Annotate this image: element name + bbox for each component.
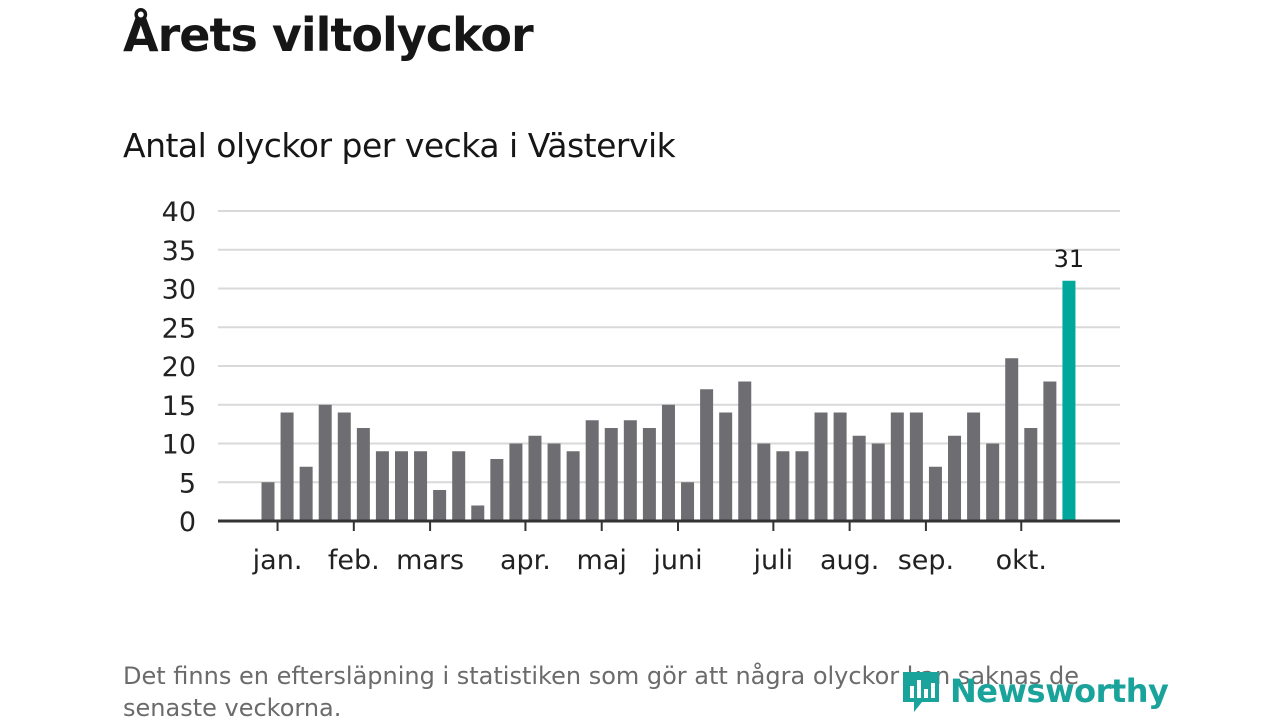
x-tick-label: okt. xyxy=(996,545,1047,576)
bar xyxy=(948,435,962,521)
bar xyxy=(604,428,618,521)
x-tick-label: mars xyxy=(396,545,464,576)
bar xyxy=(547,443,561,521)
bar xyxy=(661,404,675,521)
bar xyxy=(738,381,752,521)
bar-chart: 0 5 10 15 20 25 30 35 40 31 jan. feb. mars apr. maj jun… xyxy=(162,197,1120,576)
bar xyxy=(528,435,542,521)
bar xyxy=(280,412,294,521)
y-tick-label: 35 xyxy=(162,236,196,267)
y-tick-label: 5 xyxy=(179,468,196,499)
bar xyxy=(814,412,828,521)
bar xyxy=(795,451,809,521)
data-label: 31 xyxy=(1054,245,1085,273)
y-tick-label: 40 xyxy=(162,197,196,228)
brand-logo: Newsworthy xyxy=(900,668,1169,714)
y-tick-label: 20 xyxy=(162,352,196,383)
bar xyxy=(1005,358,1019,521)
bar xyxy=(337,412,351,521)
x-tick-label: sep. xyxy=(898,545,954,576)
bar xyxy=(261,482,275,521)
x-tick-label: juni xyxy=(652,545,702,576)
y-tick-label: 10 xyxy=(162,430,196,461)
x-tick-label: maj xyxy=(577,545,627,576)
bar xyxy=(414,451,428,521)
bar xyxy=(509,443,523,521)
bar xyxy=(776,451,790,521)
bar xyxy=(566,451,580,521)
x-tick-label: aug. xyxy=(820,545,879,576)
bar xyxy=(967,412,981,521)
bar xyxy=(299,466,313,521)
x-tick-label: jan. xyxy=(252,545,303,576)
bar xyxy=(318,404,332,521)
bar xyxy=(1043,381,1057,521)
bar xyxy=(471,505,485,521)
bar xyxy=(642,428,656,521)
bar xyxy=(757,443,771,521)
bar xyxy=(852,435,866,521)
bar xyxy=(356,428,370,521)
x-tick-label: feb. xyxy=(328,545,380,576)
y-tick-label: 30 xyxy=(162,275,196,306)
bar xyxy=(681,482,695,521)
y-tick-label: 25 xyxy=(162,313,196,344)
bar xyxy=(1024,428,1038,521)
bar xyxy=(909,412,923,521)
brand-name: Newsworthy xyxy=(950,672,1169,710)
bar xyxy=(986,443,1000,521)
bar xyxy=(452,451,466,521)
x-tick-label: apr. xyxy=(500,545,551,576)
y-tick-label: 15 xyxy=(162,391,196,422)
bar xyxy=(394,451,408,521)
bar xyxy=(700,389,714,521)
bar xyxy=(928,466,942,521)
bar-highlight xyxy=(1062,280,1076,521)
chart-subtitle: Antal olyckor per vecka i Västervik xyxy=(123,126,676,165)
bar xyxy=(623,420,637,521)
bar xyxy=(833,412,847,521)
chart-title: Årets viltolyckor xyxy=(123,8,534,62)
bar xyxy=(719,412,733,521)
x-tick-label: juli xyxy=(753,545,794,576)
newsworthy-logo-icon xyxy=(903,672,939,712)
bar xyxy=(490,459,504,521)
bar xyxy=(585,420,599,521)
y-tick-label: 0 xyxy=(179,507,196,538)
bar xyxy=(890,412,904,521)
bar xyxy=(375,451,389,521)
bar xyxy=(871,443,885,521)
bar xyxy=(433,490,447,521)
